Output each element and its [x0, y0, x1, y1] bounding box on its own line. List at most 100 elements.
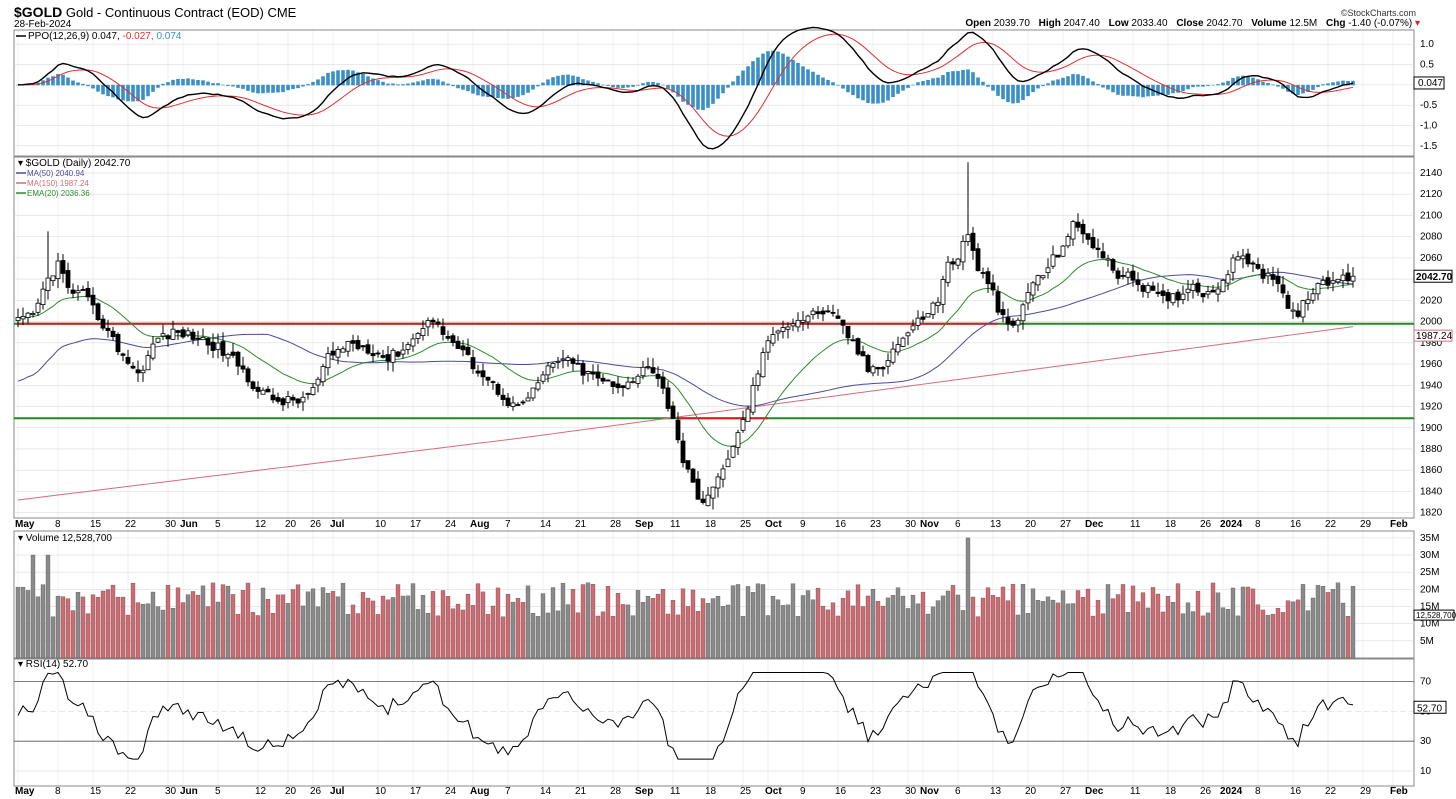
- ppo-histogram-bar: [886, 84, 890, 101]
- volume-bar: [1345, 616, 1351, 659]
- candle: [1270, 274, 1276, 280]
- candle: [665, 387, 671, 409]
- ppo-histogram-bar: [711, 84, 715, 104]
- candle: [480, 370, 486, 378]
- ppo-histogram-bar: [431, 78, 435, 86]
- candle: [235, 351, 241, 367]
- volume-bar: [770, 596, 776, 659]
- ppo-histogram-bar: [1291, 84, 1295, 94]
- candle: [105, 327, 111, 331]
- volume-bar: [960, 610, 966, 659]
- date-axis-label: 24: [445, 786, 457, 797]
- candle: [610, 381, 616, 387]
- candle: [365, 344, 371, 354]
- date-axis-label: 25: [740, 519, 752, 530]
- date-axis-label: 6: [955, 786, 961, 797]
- ppo-histogram-bar: [1031, 84, 1035, 93]
- ppo-histogram-bar: [636, 84, 640, 86]
- candle: [205, 338, 211, 346]
- volume-bar: [310, 588, 316, 659]
- ppo-histogram-bar: [641, 83, 645, 86]
- volume-bar: [510, 601, 516, 659]
- volume-bar: [640, 602, 646, 659]
- ppo-histogram-bar: [91, 84, 95, 89]
- ppo-histogram-bar: [1341, 80, 1345, 86]
- volume-bar: [595, 615, 601, 659]
- candle: [295, 398, 301, 404]
- volume-bar: [455, 603, 461, 659]
- candle: [1140, 285, 1146, 292]
- candle: [655, 373, 661, 379]
- ppo-histogram-bar: [786, 56, 790, 86]
- ppo-histogram-bar: [536, 84, 540, 87]
- candle: [450, 335, 456, 343]
- candle: [350, 340, 356, 344]
- volume-bar: [845, 590, 851, 659]
- ppo-histogram-bar: [891, 84, 895, 98]
- volume-bar: [535, 616, 541, 659]
- candle: [435, 321, 441, 325]
- ppo-histogram-bar: [221, 84, 225, 86]
- rsi-line: [17, 671, 1354, 760]
- candle: [800, 319, 806, 323]
- ppo-histogram-bar: [371, 78, 375, 86]
- volume-bar: [915, 603, 921, 659]
- rsi-tick-label: 30: [1420, 736, 1432, 747]
- candle: [595, 371, 601, 379]
- ppo-histogram-bar: [686, 84, 690, 105]
- candle: [180, 329, 186, 338]
- volume-bar: [980, 597, 986, 659]
- ppo-histogram-bar: [451, 84, 455, 87]
- candle: [770, 334, 776, 344]
- candle: [1305, 299, 1311, 304]
- price-tick-label: 2140: [1420, 168, 1443, 179]
- candle: [85, 287, 91, 298]
- candle: [710, 486, 716, 499]
- candle: [1115, 270, 1121, 279]
- candle: [1030, 282, 1036, 296]
- candle: [1035, 275, 1041, 286]
- volume-bar: [675, 614, 681, 659]
- volume-bar: [900, 595, 906, 659]
- volume-bar: [90, 594, 96, 659]
- date-axis-label: Aug: [470, 786, 489, 797]
- ppo-histogram-bar: [861, 84, 865, 101]
- candle: [70, 289, 76, 294]
- ppo-histogram-bar: [681, 84, 685, 102]
- volume-bar: [380, 595, 386, 659]
- ppo-histogram-bar: [956, 71, 960, 86]
- ppo-histogram-bar: [771, 50, 775, 86]
- volume-bar: [690, 589, 696, 659]
- volume-bar: [240, 590, 246, 659]
- candle: [645, 366, 651, 368]
- candle: [370, 353, 376, 357]
- ppo-histogram-bar: [511, 84, 515, 98]
- ppo-histogram-bar: [1051, 80, 1055, 86]
- candle: [30, 312, 36, 316]
- volume-bar: [200, 585, 206, 659]
- candle: [1175, 291, 1181, 301]
- volume-bar: [835, 615, 841, 659]
- ppo-histogram-bar: [856, 84, 860, 99]
- ppo-histogram-bar: [696, 84, 700, 110]
- ppo-histogram-bar: [1216, 84, 1220, 86]
- volume-bar: [180, 602, 186, 659]
- ppo-histogram-bar: [76, 82, 80, 86]
- volume-bar: [170, 608, 176, 659]
- chart-header: $GOLD Gold - Continuous Contract (EOD) C…: [14, 4, 296, 20]
- candle: [455, 340, 461, 349]
- volume-bar: [805, 590, 811, 659]
- ppo-histogram-bar: [1336, 81, 1340, 86]
- volume-bar: [970, 596, 976, 659]
- price-panel: [13, 156, 1415, 519]
- volume-bar: [1350, 586, 1356, 659]
- candle: [75, 290, 81, 294]
- candle: [950, 261, 956, 265]
- candle: [320, 366, 326, 383]
- volume-bar: [860, 606, 866, 659]
- candle: [90, 294, 96, 306]
- candle: [510, 402, 516, 407]
- ppo-histogram-bar: [826, 79, 830, 86]
- volume-bar: [265, 599, 271, 659]
